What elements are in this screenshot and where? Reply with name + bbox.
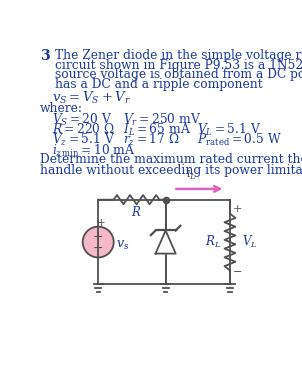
Text: $r_z = 17~\Omega$: $r_z = 17~\Omega$ [123,132,179,149]
Text: handle without exceeding its power limitation.: handle without exceeding its power limit… [40,164,302,177]
Text: $\it{v}_s$: $\it{v}_s$ [116,238,129,252]
Text: 3: 3 [40,49,50,63]
Text: $V_r = 250$ mV: $V_r = 250$ mV [123,111,201,127]
Text: Determine the maximum rated current the diode can: Determine the maximum rated current the … [40,154,302,167]
Text: $I_L = 65$ mA: $I_L = 65$ mA [123,122,191,138]
Text: $R_L$: $R_L$ [205,234,221,250]
Text: −: − [233,267,243,277]
Text: has a DC and a ripple component: has a DC and a ripple component [55,78,262,91]
Text: circuit shown in Figure P9.53 is a 1N5231B. The: circuit shown in Figure P9.53 is a 1N523… [55,59,302,72]
Text: $V_z = 5.1$ V: $V_z = 5.1$ V [52,132,115,149]
Text: source voltage is obtained from a DC power supply. It: source voltage is obtained from a DC pow… [55,68,302,81]
Text: $i_L$: $i_L$ [186,166,197,182]
Text: $P_\mathrm{rated} = 0.5$ W: $P_\mathrm{rated} = 0.5$ W [197,132,281,149]
Circle shape [83,227,114,257]
Text: $v_S = V_S + V_r$: $v_S = V_S + V_r$ [52,90,131,106]
Text: +: + [93,230,104,243]
Text: The Zener diode in the simple voltage regulator: The Zener diode in the simple voltage re… [55,49,302,62]
Text: +: + [97,218,106,228]
Text: $i_{z\,\mathrm{min}} = 10$ mA: $i_{z\,\mathrm{min}} = 10$ mA [52,143,135,159]
Polygon shape [156,230,176,253]
Text: where:: where: [40,102,83,115]
Text: −: − [93,242,104,255]
Text: $V_L$: $V_L$ [242,234,258,250]
Text: +: + [233,204,243,214]
Text: $V_L = 5.1$ V: $V_L = 5.1$ V [197,122,261,138]
Text: $R$: $R$ [131,205,142,219]
Text: $V_S = 20$ V: $V_S = 20$ V [52,111,112,127]
Text: $R = 220~\Omega$: $R = 220~\Omega$ [52,122,115,136]
